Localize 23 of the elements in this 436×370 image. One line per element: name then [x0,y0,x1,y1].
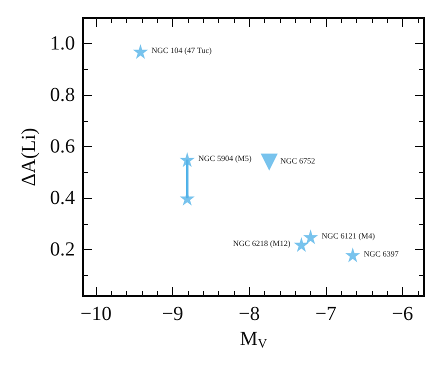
x-tick-label: −6 [392,303,414,325]
x-tick-label: −9 [162,303,184,325]
point [132,44,148,59]
annotation: NGC 6218 (M12) [233,239,291,248]
annotation: NGC 5904 (M5) [198,154,252,164]
annotation: NGC 104 (47 Tuc) [151,46,212,55]
annotation: NGC 6752 [280,156,316,166]
y-tick-label: 0.2 [50,238,75,261]
x-tick-label: −10 [80,303,112,325]
point [303,229,318,244]
y-tick-label: 1.0 [50,32,75,55]
y-tick-label: 0.4 [50,187,75,210]
y-axis-title: ΔA(Li) [18,128,40,186]
annotation: NGC 6397 [364,249,399,258]
point [260,154,278,171]
point [294,237,309,252]
y-tick-label: 0.8 [50,84,75,106]
point [345,247,360,262]
annotation: NGC 6121 (M4) [322,231,376,240]
x-axis-title: MV [240,328,268,350]
x-tick-label: −7 [315,303,337,325]
y-tick-label: 0.6 [50,136,75,158]
x-tick-label: −8 [238,303,260,325]
